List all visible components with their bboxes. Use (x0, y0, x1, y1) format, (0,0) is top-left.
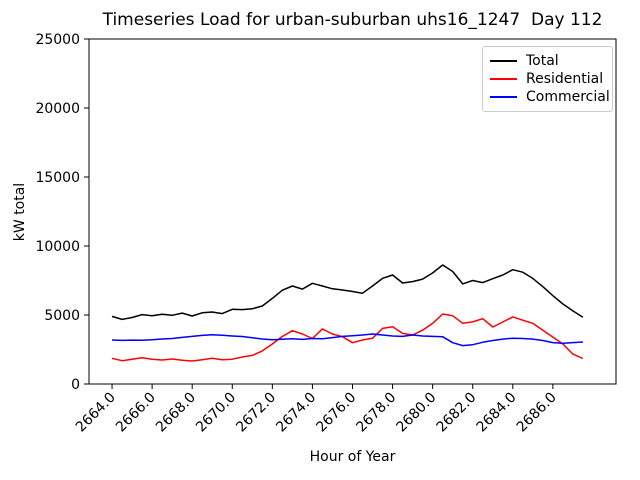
x-tick-label: 2668.0 (153, 390, 199, 436)
x-axis-label: Hour of Year (309, 449, 396, 465)
legend-label-commercial: Commercial (526, 89, 610, 105)
legend-item-residential: Residential (490, 70, 605, 88)
x-tick-label: 2672.0 (233, 390, 279, 436)
x-tick-label: 2670.0 (193, 390, 239, 436)
legend-label-residential: Residential (526, 71, 604, 87)
x-tick-label: 2678.0 (353, 390, 399, 436)
x-tick-label: 2666.0 (113, 390, 159, 436)
y-tick-label: 10000 (35, 239, 80, 255)
y-tick-label: 15000 (35, 170, 80, 186)
x-tick-label: 2674.0 (273, 390, 319, 436)
y-tick-label: 5000 (44, 308, 80, 324)
x-tick-label: 2686.0 (514, 390, 560, 436)
legend-line-sample-residential (490, 78, 517, 80)
x-tick-label: 2680.0 (394, 390, 440, 436)
y-tick-label: 25000 (35, 32, 80, 48)
y-axis-label: kW total (12, 182, 28, 242)
x-tick-label: 2682.0 (434, 390, 480, 436)
y-tick-label: 0 (71, 377, 80, 393)
x-tick-label: 2664.0 (73, 390, 119, 436)
legend-label-total: Total (526, 53, 559, 69)
y-tick-label: 20000 (35, 101, 80, 117)
legend-item-total: Total (490, 52, 605, 70)
x-tick-label: 2676.0 (313, 390, 359, 436)
legend-line-sample-commercial (490, 96, 517, 98)
legend: Total Residential Commercial (482, 46, 613, 112)
chart-title: Timeseries Load for urban-suburban uhs16… (102, 10, 603, 30)
x-tick-label: 2684.0 (474, 390, 520, 436)
series-line-total (111, 264, 584, 321)
legend-item-commercial: Commercial (490, 88, 610, 106)
series-line-commercial (111, 333, 583, 347)
legend-line-sample-total (490, 60, 517, 62)
series-line-residential (111, 313, 584, 362)
